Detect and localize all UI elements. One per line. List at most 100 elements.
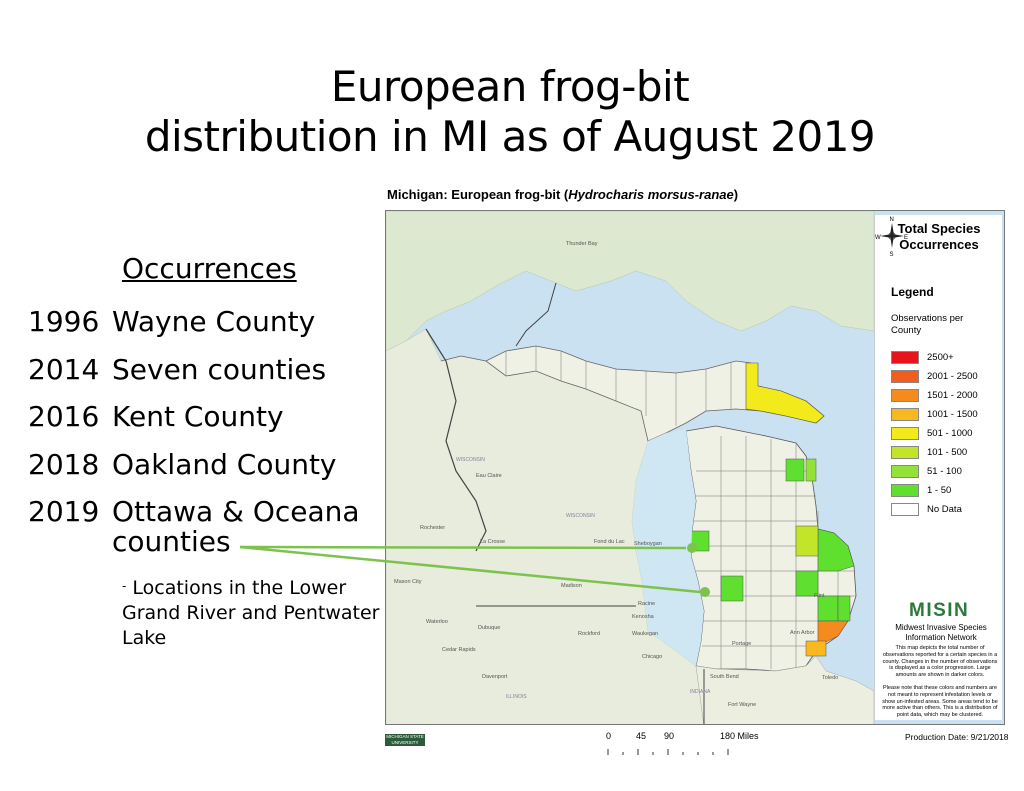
county-green-kent [720,575,744,602]
county-green-genesee [795,570,819,597]
map-note-2: Please note that these colors and number… [882,685,998,719]
label-rockford: Rockford [578,631,600,637]
county-orange-wayne [817,620,849,644]
legend-item: 501 - 1000 [891,424,978,443]
legend-label: Legend [891,285,934,299]
occurrence-text: Oakland County [112,447,337,481]
label-toledo: Toledo [822,675,838,681]
slide-title-line2: distribution in MI as of August 2019 [144,112,876,161]
occurrence-continuation: counties [112,525,231,558]
label-racine: Racine [638,601,655,607]
county-green-oceana [690,530,710,552]
label-la-crosse: La Crosse [480,539,505,545]
occurrence-row: 2014 Seven counties [28,346,360,394]
label-illinois: ILLINOIS [506,694,527,700]
scale-labels: 0 45 90 180 Miles [606,731,759,743]
label-waterloo: Waterloo [426,619,448,625]
label-portage: Portage [732,641,751,647]
slide-title-line1: European frog-bit [330,62,690,111]
msu-logo: MICHIGAN STATE UNIVERSITY [385,734,425,746]
map-title-suffix: ) [733,187,739,202]
scale-label: 45 [636,731,647,741]
scale-bar: 0 45 90 180 Miles [606,731,759,761]
label-sheboygan: Sheboygan [634,541,662,547]
canada-border [515,282,557,347]
legend-swatch [891,484,919,497]
southern-land [695,655,875,724]
label-thunder-bay: Thunder Bay [566,241,598,247]
label-fort-wayne: Fort Wayne [728,702,756,708]
label-waukegan: Waukegan [632,631,658,637]
label-eau-claire: Eau Claire [476,473,502,479]
county-green-macomb [837,595,851,622]
legend-item: 51 - 100 [891,462,978,481]
misin-logo: MISIN [909,600,970,621]
county-yellowgreen [795,525,819,557]
production-date: Production Date: 9/21/2018 [905,732,1009,742]
legend-item-label: 101 - 500 [927,447,968,458]
map-title-prefix: Michigan: European frog-bit ( [387,187,569,202]
label-chicago: Chicago [642,654,662,660]
legend-swatch [891,465,919,478]
compass-w: W [875,235,881,241]
legend-item-label: 1001 - 1500 [927,409,978,420]
legend-item: 1501 - 2000 [891,386,978,405]
slide-title: European frog-bit distribution in MI as … [40,62,980,162]
label-wisconsin-lower: WISCONSIN [566,513,595,519]
legend-item-label: 51 - 100 [927,466,962,477]
label-fond-du-lac: Fond du Lac [594,539,625,545]
legend-item-label: 2500+ [927,352,954,363]
label-cedar-rapids: Cedar Rapids [442,647,476,653]
scale-ticks [607,749,729,755]
label-south-bend: South Bend [710,674,739,680]
legend-title-line2: Occurrences [899,237,979,252]
legend-swatch [891,427,919,440]
legend-item-label: 1 - 50 [927,485,952,496]
legend-item-label: 1501 - 2000 [927,390,978,401]
occurrence-row: 2016 Kent County [28,393,360,441]
misin-subtitle: Midwest Invasive Species Information Net… [895,623,987,642]
occurrence-text: Kent County [112,400,284,433]
legend-item: 2500+ [891,348,978,367]
occurrence-text: Ottawa & Oceana [112,495,360,528]
county-green-north [785,458,805,482]
up-yellow-county [745,362,825,424]
occurrence-text: Seven counties [112,352,327,386]
legend-swatch [891,389,919,402]
legend-swatch [891,503,919,516]
scale-label: 180 Miles [720,731,759,741]
legend-swatch [891,408,919,421]
legend-swatch [891,370,919,383]
map-note: This map depicts the total number of obs… [882,645,998,679]
occurrence-year: 2018 [28,447,100,481]
legend-item: No Data [891,500,978,519]
scale-label: 0 [606,731,612,741]
county-green-north2 [805,458,817,482]
legend-subtitle: Observations per County [891,313,964,336]
legend-item-label: 2001 - 2500 [927,371,978,382]
occurrence-year: 2014 [28,352,100,386]
scale-label: 90 [664,731,675,741]
legend-item: 2001 - 2500 [891,367,978,386]
locations-note: - Locations in the Lower Grand River and… [122,574,384,651]
occurrence-row: 1996 Wayne County [28,298,360,346]
label-wisconsin: WISCONSIN [456,457,485,463]
label-mason-city: Mason City [394,579,422,585]
occurrence-row: 2019 Ottawa & Oceana [28,488,360,536]
occurrence-year: 2019 [28,495,100,528]
basemap: Thunder Bay WISCONSIN Eau Claire Rochest… [386,211,875,724]
compass-rose-icon: N S W E [875,217,908,257]
legend-title: Total Species Occurrences [875,221,1003,253]
label-indiana: INDIANA [690,689,711,695]
legend-swatch [891,446,919,459]
label-kenosha: Kenosha [632,614,655,620]
legend-swatch [891,351,919,364]
state-border-mn-wi [425,328,487,552]
legend-item: 101 - 500 [891,443,978,462]
map-frame: Thunder Bay WISCONSIN Eau Claire Rochest… [385,210,1005,725]
legend-item-label: No Data [927,504,962,515]
compass-n: N [890,217,894,223]
label-flint: Flint [814,593,825,599]
label-dubuque: Dubuque [478,625,500,631]
legend-panel: Total Species Occurrences Legend Observa… [874,215,1002,720]
